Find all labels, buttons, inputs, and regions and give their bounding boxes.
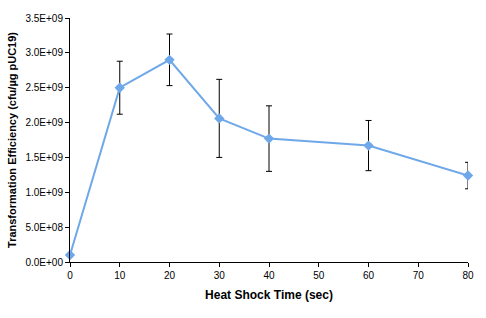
svg-text:50: 50 [313, 270, 325, 281]
svg-text:10: 10 [114, 270, 126, 281]
svg-text:0.0E+00: 0.0E+00 [25, 257, 63, 268]
svg-text:80: 80 [462, 270, 474, 281]
svg-text:30: 30 [214, 270, 226, 281]
svg-text:2.0E+09: 2.0E+09 [25, 117, 63, 128]
svg-text:3.5E+09: 3.5E+09 [25, 13, 63, 24]
svg-text:1.0E+09: 1.0E+09 [25, 187, 63, 198]
svg-text:5.0E+08: 5.0E+08 [25, 222, 63, 233]
svg-text:Heat Shock Time (sec): Heat Shock Time (sec) [205, 288, 333, 302]
svg-text:70: 70 [413, 270, 425, 281]
svg-text:40: 40 [263, 270, 275, 281]
svg-text:60: 60 [363, 270, 375, 281]
svg-text:3.0E+09: 3.0E+09 [25, 47, 63, 58]
svg-text:1.5E+09: 1.5E+09 [25, 152, 63, 163]
svg-text:Transformation Efficiency (cfu: Transformation Efficiency (cfu/µg pUC19) [6, 32, 18, 248]
svg-text:0: 0 [67, 270, 73, 281]
svg-text:20: 20 [164, 270, 176, 281]
svg-text:2.5E+09: 2.5E+09 [25, 82, 63, 93]
